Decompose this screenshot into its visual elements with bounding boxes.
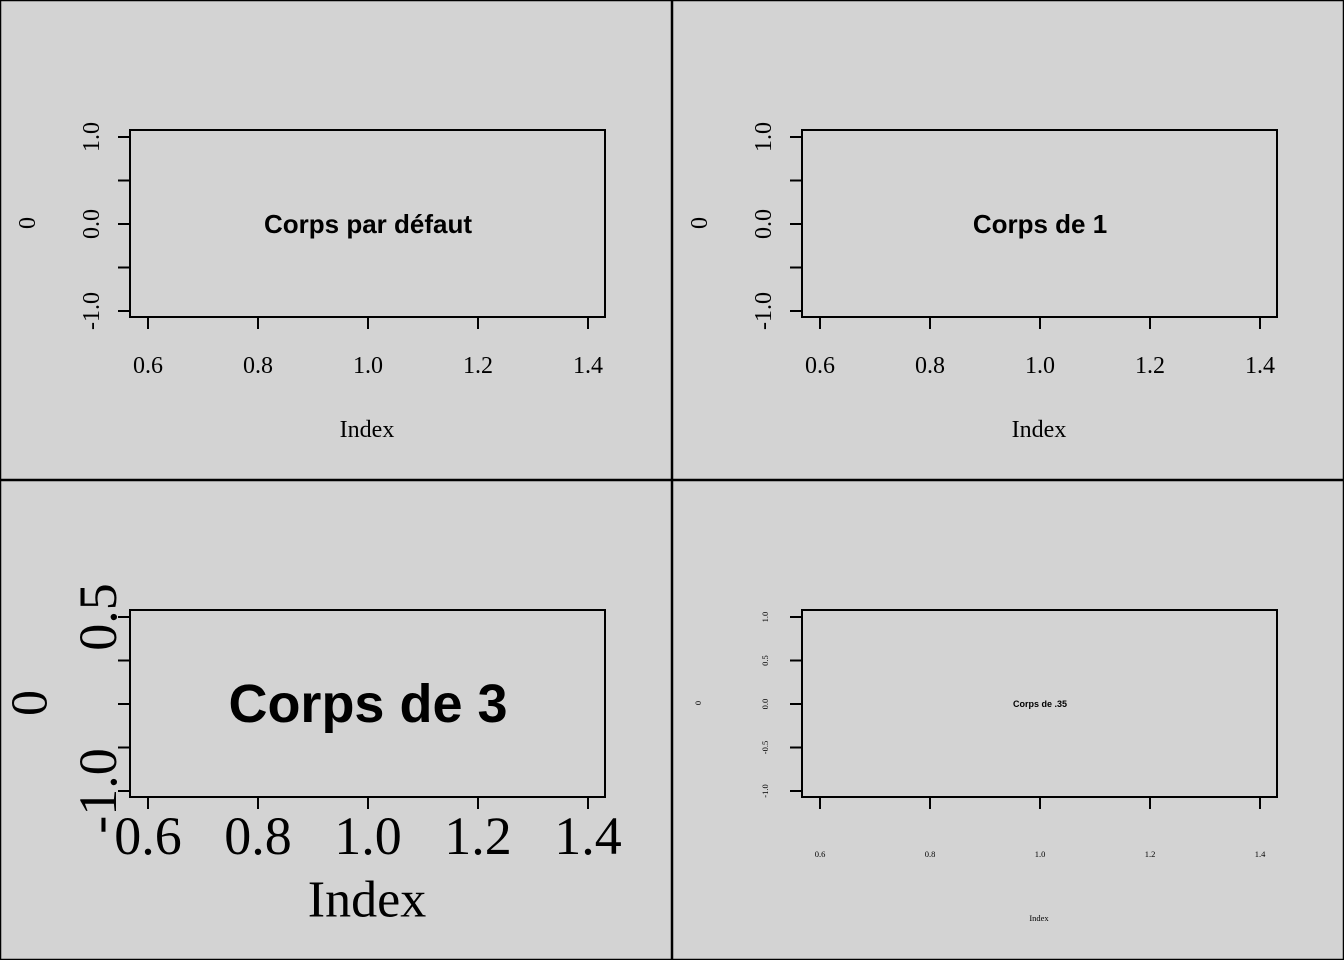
panel-border — [0, 0, 673, 481]
x-tick-label: 1.2 — [444, 806, 512, 866]
y-tick-label: 1.0 — [751, 122, 777, 152]
y-tick-label: 0.0 — [751, 209, 777, 239]
annotation-text: Corps par défaut — [264, 209, 472, 239]
x-tick-label: 1.4 — [1255, 849, 1266, 859]
x-tick-label: 1.0 — [1035, 849, 1046, 859]
x-tick-label: 1.0 — [334, 806, 402, 866]
y-tick-label: 1.0 — [760, 612, 770, 623]
y-tick-label: -1.0 — [68, 748, 128, 833]
x-tick-label: 1.2 — [1135, 353, 1165, 379]
x-tick-label: 1.4 — [1245, 353, 1275, 379]
y-tick-label: 0.0 — [760, 699, 770, 710]
panel-border — [671, 479, 1344, 960]
panel-border — [0, 479, 673, 960]
chart-panel-3: 0.6 0.8 1.0 1.2 1.4 -1.0 0.5 Index 0 Corps de 3 — [0, 479, 673, 960]
x-tick-label: 0.8 — [243, 353, 273, 379]
y-tick-label: -1.0 — [79, 292, 105, 330]
y-tick-label: -0.5 — [760, 741, 770, 754]
x-tick-label: 0.6 — [805, 353, 835, 379]
x-tick-label: 1.0 — [353, 353, 383, 379]
x-tick-label: 0.8 — [915, 353, 945, 379]
x-tick-label: 1.4 — [573, 353, 603, 379]
y-axis-label: 0 — [693, 701, 703, 705]
y-tick-label: 0.5 — [68, 583, 128, 651]
y-axis-label: 0 — [687, 217, 713, 229]
y-tick-label: 0.0 — [79, 209, 105, 239]
x-axis-label: Index — [340, 417, 395, 443]
y-tick-label: 0.5 — [760, 655, 770, 666]
annotation-text: Corps de 1 — [973, 209, 1107, 239]
x-tick-label: 0.6 — [114, 806, 182, 866]
y-tick-label: -1.0 — [751, 292, 777, 330]
x-tick-label: 0.8 — [224, 806, 292, 866]
y-tick-label: -1.0 — [760, 784, 770, 797]
x-axis-label: Index — [1012, 417, 1067, 443]
annotation-text: Corps de .35 — [1013, 699, 1067, 709]
y-tick-label: 1.0 — [79, 122, 105, 152]
x-tick-label: 0.8 — [925, 849, 936, 859]
x-tick-label: 1.0 — [1025, 353, 1055, 379]
x-tick-label: 1.2 — [1145, 849, 1156, 859]
chart-panel-1: 0.6 0.8 1.0 1.2 1.4 -1.0 0.0 1.0 Index 0 Corps par… — [0, 0, 673, 481]
y-axis-label: 0 — [2, 690, 59, 716]
panel-border — [671, 0, 1344, 481]
x-tick-label: 0.6 — [815, 849, 826, 859]
chart-panel-2: 0.6 0.8 1.0 1.2 1.4 -1.0 0.0 1.0 Index 0 Corps de … — [671, 0, 1344, 481]
annotation-text: Corps de 3 — [228, 674, 507, 734]
x-axis-label: Index — [1029, 913, 1049, 923]
x-tick-label: 0.6 — [133, 353, 163, 379]
x-axis-label: Index — [308, 872, 426, 929]
x-tick-label: 1.2 — [463, 353, 493, 379]
y-axis-label: 0 — [15, 217, 41, 229]
chart-panel-4: 0.6 0.8 1.0 1.2 1.4 -1.0 -0.5 0.0 0.5 1.0 Index 0 Co… — [671, 479, 1344, 960]
x-tick-label: 1.4 — [554, 806, 622, 866]
